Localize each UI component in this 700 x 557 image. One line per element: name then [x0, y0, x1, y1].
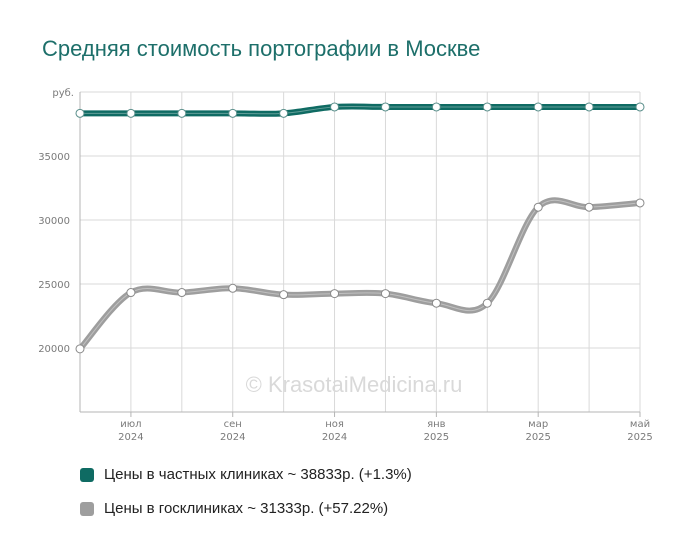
data-point	[279, 290, 289, 300]
x-tick-label-year: 2024	[118, 432, 143, 443]
legend-label-public: Цены в госклиниках ~ 31333р. (+57.22%)	[104, 500, 389, 517]
data-point	[75, 108, 85, 118]
legend-item-private[interactable]: Цены в частных клиниках ~ 38833р. (+1.3%…	[80, 466, 412, 483]
data-point	[177, 108, 187, 118]
data-point	[635, 198, 645, 208]
x-tick-label-month: ноя	[325, 419, 344, 430]
y-tick-label: 35000	[38, 152, 70, 163]
y-tick-label: 20000	[38, 344, 70, 355]
series-public	[75, 197, 645, 354]
data-point	[279, 108, 289, 118]
x-tick-label-month: сен	[224, 419, 242, 430]
data-point	[533, 102, 543, 112]
axes: 20000 25000 30000 35000 руб. июл 2024 сен 2024 но…	[38, 88, 653, 443]
y-tick-label: 25000	[38, 280, 70, 291]
legend-swatch-public	[80, 501, 94, 516]
grid	[79, 91, 641, 412]
data-point	[635, 102, 645, 112]
data-point	[126, 288, 136, 298]
legend-item-public[interactable]: Цены в госклиниках ~ 31333р. (+57.22%)	[80, 500, 388, 517]
x-tick-label-year: 2025	[627, 432, 652, 443]
data-point	[584, 202, 594, 212]
series	[75, 102, 645, 354]
watermark-text: © KrasotaiMedicina.ru	[246, 372, 463, 397]
data-point	[330, 289, 340, 299]
data-point	[380, 102, 390, 112]
series-line	[77, 103, 643, 117]
data-point	[330, 102, 340, 112]
x-tick-label-year: 2024	[220, 432, 245, 443]
data-point	[177, 288, 187, 298]
series-line	[77, 197, 643, 352]
data-point	[482, 102, 492, 112]
x-tick-label-month: янв	[427, 419, 446, 430]
chart-title: Средняя стоимость портографии в Москве	[42, 36, 481, 61]
series-line-highlight	[79, 199, 641, 350]
data-point	[482, 298, 492, 308]
x-tick-label-year: 2025	[424, 432, 449, 443]
data-point	[75, 344, 85, 354]
y-unit-label: руб.	[52, 88, 74, 99]
data-point	[584, 102, 594, 112]
data-point	[228, 283, 238, 293]
y-tick-label: 30000	[38, 216, 70, 227]
legend-swatch-private	[80, 467, 94, 482]
series-private	[75, 102, 645, 118]
data-point	[228, 108, 238, 118]
data-point	[380, 289, 390, 299]
data-point	[126, 108, 136, 118]
x-tick-label-month: мар	[528, 419, 548, 430]
x-tick-label-year: 2025	[525, 432, 550, 443]
x-tick-label-month: июл	[120, 419, 141, 430]
x-tick-label-month: май	[630, 419, 650, 430]
x-tick-label-year: 2024	[322, 432, 347, 443]
data-point	[533, 202, 543, 212]
legend-label-private: Цены в частных клиниках ~ 38833р. (+1.3%…	[104, 466, 412, 483]
data-point	[431, 298, 441, 308]
data-point	[431, 102, 441, 112]
